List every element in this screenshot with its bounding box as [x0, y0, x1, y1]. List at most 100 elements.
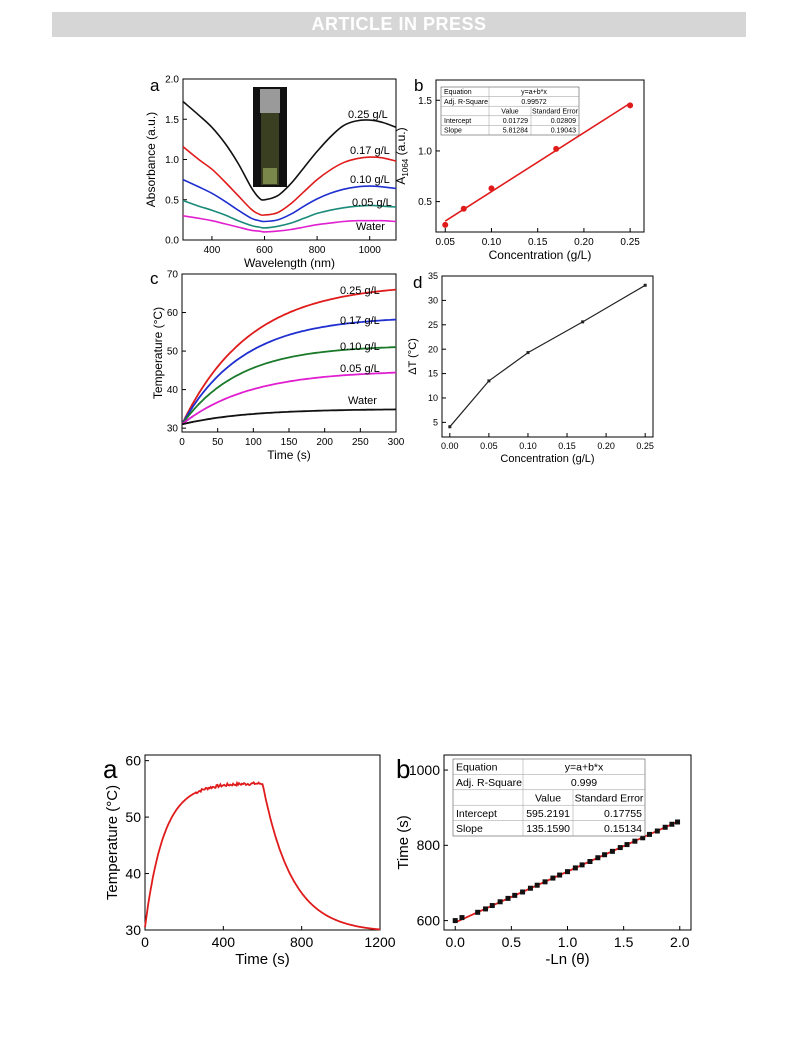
y-axis-label-sub: 1064: [401, 158, 410, 176]
panel-letter: b: [396, 754, 410, 784]
x-tick-label: 0.10: [519, 441, 537, 451]
curve-label: 0.10 g/L: [350, 174, 390, 186]
early-data-point: [188, 410, 191, 413]
absorbance-curve: [182, 199, 397, 229]
fit-table-cell: 0.99572: [521, 99, 546, 106]
data-point: [488, 185, 495, 192]
fig2-a-panel: 0 400 800 1200 30 40 50 60 Time (s) Temperature (…: [103, 753, 396, 968]
x-tick-label: 1200: [364, 934, 395, 950]
y-tick-label: 60: [167, 308, 179, 319]
fit-table-frame: [440, 86, 580, 136]
linear-fit-line: [444, 102, 631, 222]
y-tick-label: 60: [125, 753, 141, 769]
data-point: [487, 379, 491, 383]
data-point: [572, 865, 578, 871]
heating-curve: [181, 346, 396, 425]
fit-table: Equation y=a+b*x Adj. R-Square 0.999 Value St…: [452, 758, 646, 837]
y-axis-label: Temperature (°C): [151, 307, 165, 399]
x-tick-label: 600: [256, 245, 273, 256]
y-tick-label: 15: [428, 369, 438, 379]
y-tick-label: 1.5: [165, 115, 179, 126]
data-point: [602, 852, 608, 858]
x-tick-label: 1000: [359, 245, 382, 256]
data-point: [452, 918, 458, 924]
early-data-point: [184, 422, 187, 425]
x-tick-label: 0.20: [574, 237, 594, 248]
x-tick-label: 0.10: [482, 237, 502, 248]
fig2-a-frame: [144, 754, 381, 931]
heating-curve: [181, 408, 397, 426]
y-axis-label-tail: (a.u.): [394, 127, 408, 158]
y-tick-label: 30: [428, 296, 438, 306]
curve-label: 0.17 g/L: [340, 315, 380, 327]
data-point: [587, 859, 593, 865]
fit-table-cell: 0.01729: [503, 118, 528, 125]
early-data-point: [190, 421, 193, 424]
x-axis-label: Time (s): [235, 951, 289, 968]
early-data-point: [188, 421, 191, 424]
fit-table-cell: 135.1590: [526, 823, 570, 835]
fig1-b-panel: 0.05 0.10 0.15 0.20 0.25 0.5 1.0 1.5 Concentrati…: [394, 76, 645, 262]
x-tick-label: 0.25: [620, 237, 640, 248]
heating-curve: [181, 318, 397, 425]
fit-table-cell: 595.2191: [526, 808, 570, 820]
early-data-point: [186, 421, 189, 424]
absorbance-curve: [182, 178, 397, 223]
curve-label: 0.05 g/L: [340, 363, 380, 375]
y-tick-label: 800: [417, 837, 441, 853]
fit-table-cell: Adj. R-Square: [456, 777, 522, 789]
early-data-point: [186, 415, 189, 418]
data-point: [526, 351, 530, 355]
data-point: [669, 821, 675, 827]
data-point: [595, 855, 601, 861]
data-point: [460, 205, 467, 212]
y-tick-label: 70: [167, 270, 179, 281]
panel-letter: c: [150, 269, 159, 288]
fit-table-cell: Standard Error: [575, 792, 644, 804]
data-point: [675, 819, 681, 825]
fig1-d-panel: 0.00 0.05 0.10 0.15 0.20 0.25 5 10 15 20 25 30 35 Con…: [407, 271, 654, 465]
data-point: [534, 882, 540, 888]
fit-table-cell: Equation: [444, 89, 472, 96]
fig1-d-frame: [441, 275, 654, 438]
article-in-press-banner: ARTICLE IN PRESS: [52, 12, 746, 37]
delta-t-line: [449, 284, 646, 428]
x-axis-label: Concentration (g/L): [500, 453, 594, 465]
y-tick-label: 30: [167, 424, 179, 435]
fit-table-cell: Value: [501, 108, 518, 115]
fit-table-frame: [452, 758, 646, 837]
fit-table-cell: y=a+b*x: [521, 89, 547, 96]
fit-table-cell: Slope: [444, 128, 462, 135]
x-tick-label: 0.20: [597, 441, 615, 451]
y-tick-label: 1.0: [418, 146, 432, 157]
x-tick-label: 0: [179, 437, 185, 448]
fig1-a-frame: [182, 78, 397, 241]
curve-label: 0.25 g/L: [340, 285, 380, 297]
data-point: [550, 875, 556, 881]
data-point: [448, 425, 452, 429]
x-tick-label: 0.5: [502, 934, 522, 950]
y-tick-label: 25: [428, 320, 438, 330]
x-axis-label: Time (s): [267, 448, 311, 462]
data-point: [617, 845, 623, 851]
y-tick-label: 40: [125, 865, 141, 881]
data-point: [624, 842, 630, 848]
data-point: [475, 909, 481, 915]
y-tick-label: 50: [125, 809, 141, 825]
data-point: [632, 838, 638, 844]
fit-table-cell: Value: [535, 792, 561, 804]
early-data-point: [184, 420, 187, 423]
panel-letter: d: [413, 273, 422, 292]
data-point: [520, 889, 526, 895]
x-tick-label: 300: [388, 437, 405, 448]
heating-curve: [181, 288, 397, 425]
early-data-point: [188, 417, 191, 420]
fit-table-cell: 0.999: [571, 777, 597, 789]
y-tick-label: 5: [433, 418, 438, 428]
data-point: [646, 831, 652, 837]
fit-table-cell: y=a+b*x: [565, 762, 604, 774]
x-tick-label: 0.0: [445, 934, 465, 950]
data-point: [497, 899, 503, 905]
x-tick-label: 400: [204, 245, 221, 256]
x-axis-label: -Ln (θ): [545, 951, 589, 968]
